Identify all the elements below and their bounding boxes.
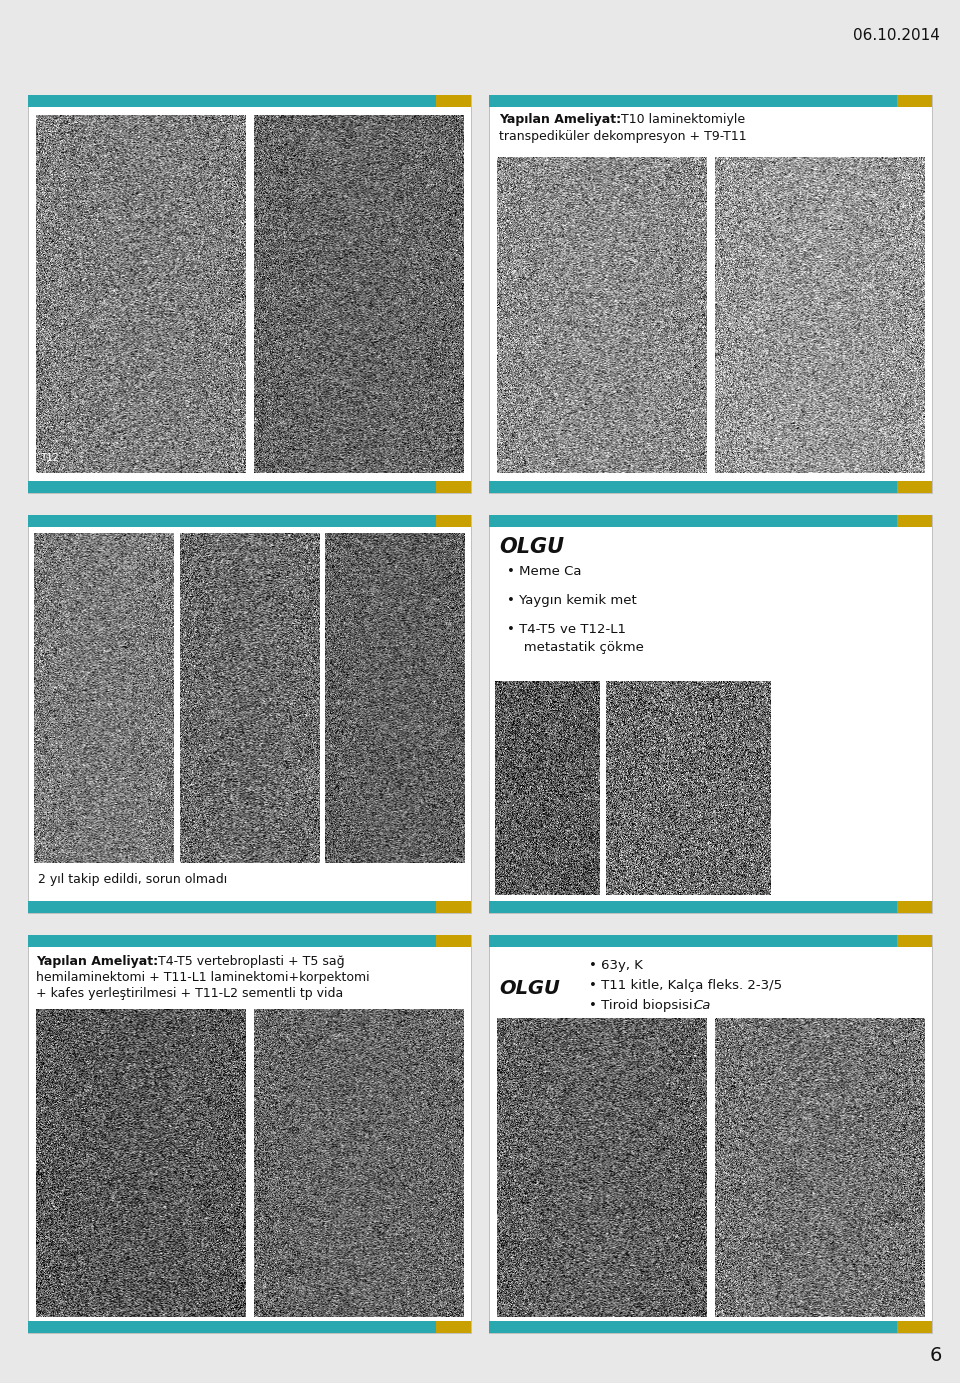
- Bar: [436, 900, 471, 913]
- Bar: [436, 514, 471, 527]
- Bar: [897, 481, 932, 492]
- Bar: [28, 514, 471, 527]
- Text: transpediküler dekompresyon + T9-T11: transpediküler dekompresyon + T9-T11: [499, 130, 747, 142]
- Bar: [28, 1321, 471, 1333]
- Bar: [436, 481, 471, 492]
- Bar: [489, 935, 932, 947]
- Bar: [28, 95, 471, 492]
- Bar: [897, 935, 932, 947]
- Text: T4-T5 vertebroplasti + T5 sağ: T4-T5 vertebroplasti + T5 sağ: [154, 956, 345, 968]
- Text: • Tiroid biopsisi:: • Tiroid biopsisi:: [589, 999, 701, 1012]
- Bar: [436, 935, 471, 947]
- Bar: [28, 95, 471, 106]
- Text: 06.10.2014: 06.10.2014: [853, 28, 940, 43]
- Text: OLGU: OLGU: [499, 979, 560, 999]
- Text: • Yaygın kemik met: • Yaygın kemik met: [507, 593, 636, 607]
- Bar: [436, 1321, 471, 1333]
- Text: • 63y, K: • 63y, K: [589, 958, 643, 972]
- Bar: [489, 514, 932, 527]
- Bar: [897, 514, 932, 527]
- Text: 2 yıl takip edildi, sorun olmadı: 2 yıl takip edildi, sorun olmadı: [38, 873, 228, 887]
- Text: • T4-T5 ve T12-L1: • T4-T5 ve T12-L1: [507, 622, 626, 636]
- Text: Yapılan Ameliyat:: Yapılan Ameliyat:: [36, 956, 158, 968]
- Bar: [28, 935, 471, 1333]
- Bar: [28, 935, 471, 947]
- Bar: [436, 95, 471, 106]
- Bar: [28, 514, 471, 913]
- Bar: [489, 95, 932, 492]
- Text: T10 laminektomiyle: T10 laminektomiyle: [617, 113, 745, 126]
- Text: Ca: Ca: [693, 999, 710, 1012]
- Text: metastatik çökme: metastatik çökme: [511, 640, 644, 654]
- Bar: [897, 1321, 932, 1333]
- Bar: [489, 481, 932, 492]
- Text: hemilaminektomi + T11-L1 laminektomi+korpektomi: hemilaminektomi + T11-L1 laminektomi+kor…: [36, 971, 370, 983]
- Bar: [28, 481, 471, 492]
- Text: + kafes yerleştirilmesi + T11-L2 sementli tp vida: + kafes yerleştirilmesi + T11-L2 sementl…: [36, 987, 344, 1000]
- Bar: [489, 95, 932, 106]
- Text: OLGU: OLGU: [499, 537, 564, 557]
- Bar: [897, 95, 932, 106]
- Text: • Meme Ca: • Meme Ca: [507, 566, 582, 578]
- Text: Yapılan Ameliyat:: Yapılan Ameliyat:: [499, 113, 621, 126]
- Bar: [897, 900, 932, 913]
- Text: • T11 kitle, Kalça fleks. 2-3/5: • T11 kitle, Kalça fleks. 2-3/5: [589, 979, 782, 992]
- Text: 6: 6: [929, 1346, 942, 1365]
- Bar: [489, 900, 932, 913]
- Bar: [489, 514, 932, 913]
- Bar: [489, 1321, 932, 1333]
- Bar: [28, 900, 471, 913]
- Text: T12: T12: [41, 454, 60, 463]
- Bar: [489, 935, 932, 1333]
